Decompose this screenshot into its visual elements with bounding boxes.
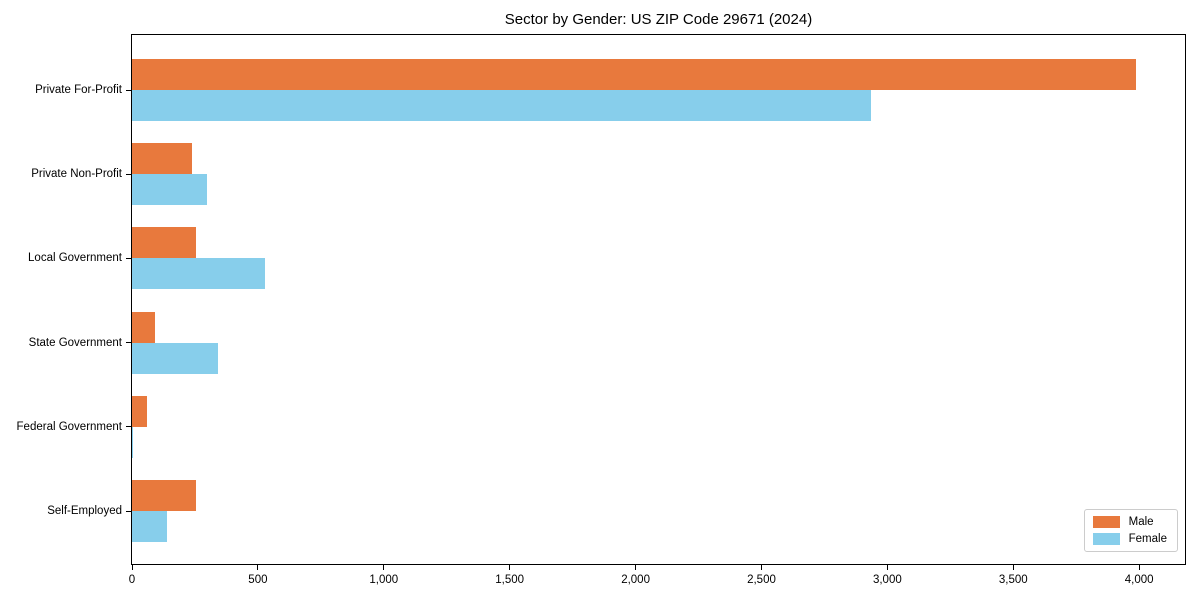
category-label-private-non-profit: Private Non-Profit xyxy=(31,168,122,181)
x-tick-3000 xyxy=(886,565,888,570)
bar-female-private-non-profit xyxy=(132,174,208,206)
x-tick-label-3500: 3,500 xyxy=(998,574,1028,586)
bar-female-state-government xyxy=(132,342,218,374)
y-tick-local-government xyxy=(126,257,131,259)
plot-area: Private For-Profit Private Non-Profit Loca… xyxy=(17,34,1186,586)
x-tick-3500 xyxy=(1012,565,1014,570)
legend-entry-male: Male xyxy=(1092,516,1167,528)
chart-title: Sector by Gender: US ZIP Code 29671 (202… xyxy=(504,11,813,28)
x-tick-1000 xyxy=(383,565,385,570)
x-tick-label-1000: 1,000 xyxy=(369,574,399,586)
bar-male-private-for-profit xyxy=(132,59,1137,90)
legend: Male Female xyxy=(1083,509,1178,552)
y-tick-private-for-profit xyxy=(126,89,131,91)
bar-female-self-employed xyxy=(132,511,167,542)
category-label-self-employed: Self-Employed xyxy=(47,505,122,517)
x-tick-2000 xyxy=(635,565,637,570)
bar-male-self-employed xyxy=(132,480,197,511)
x-tick-label-2000: 2,000 xyxy=(621,574,650,586)
bar-male-local-government xyxy=(132,227,196,259)
y-tick-private-non-profit xyxy=(126,173,131,175)
category-label-federal-government: Federal Government xyxy=(16,420,122,433)
bar-male-private-non-profit xyxy=(132,143,193,175)
x-tick-label-0: 0 xyxy=(128,574,136,586)
legend-label-male: Male xyxy=(1128,516,1154,528)
bar-female-federal-government xyxy=(132,426,133,458)
x-tick-label-4000: 4,000 xyxy=(1124,574,1154,586)
y-tick-federal-government xyxy=(126,426,131,428)
x-tick-4000 xyxy=(1138,565,1140,570)
x-tick-label-2500: 2,500 xyxy=(747,574,776,586)
x-tick-500 xyxy=(257,565,259,570)
legend-label-female: Female xyxy=(1128,533,1167,545)
x-tick-label-500: 500 xyxy=(248,574,268,586)
y-tick-state-government xyxy=(126,342,131,344)
legend-swatch-female xyxy=(1092,533,1120,545)
y-tick-self-employed xyxy=(126,510,131,512)
x-tick-0 xyxy=(131,565,133,570)
x-tick-1500 xyxy=(509,565,511,570)
x-tick-2500 xyxy=(760,565,762,570)
category-label-state-government: State Government xyxy=(28,336,122,349)
bar-female-local-government xyxy=(132,258,266,290)
category-label-local-government: Local Government xyxy=(28,252,122,265)
bar-male-federal-government xyxy=(132,395,148,427)
category-label-private-for-profit: Private For-Profit xyxy=(35,84,122,96)
legend-swatch-male xyxy=(1092,516,1120,528)
x-tick-label-1500: 1,500 xyxy=(495,574,525,586)
legend-entry-female: Female xyxy=(1092,533,1167,545)
bar-male-state-government xyxy=(132,311,155,343)
x-tick-label-3000: 3,000 xyxy=(872,574,902,586)
bar-female-private-for-profit xyxy=(132,90,871,121)
